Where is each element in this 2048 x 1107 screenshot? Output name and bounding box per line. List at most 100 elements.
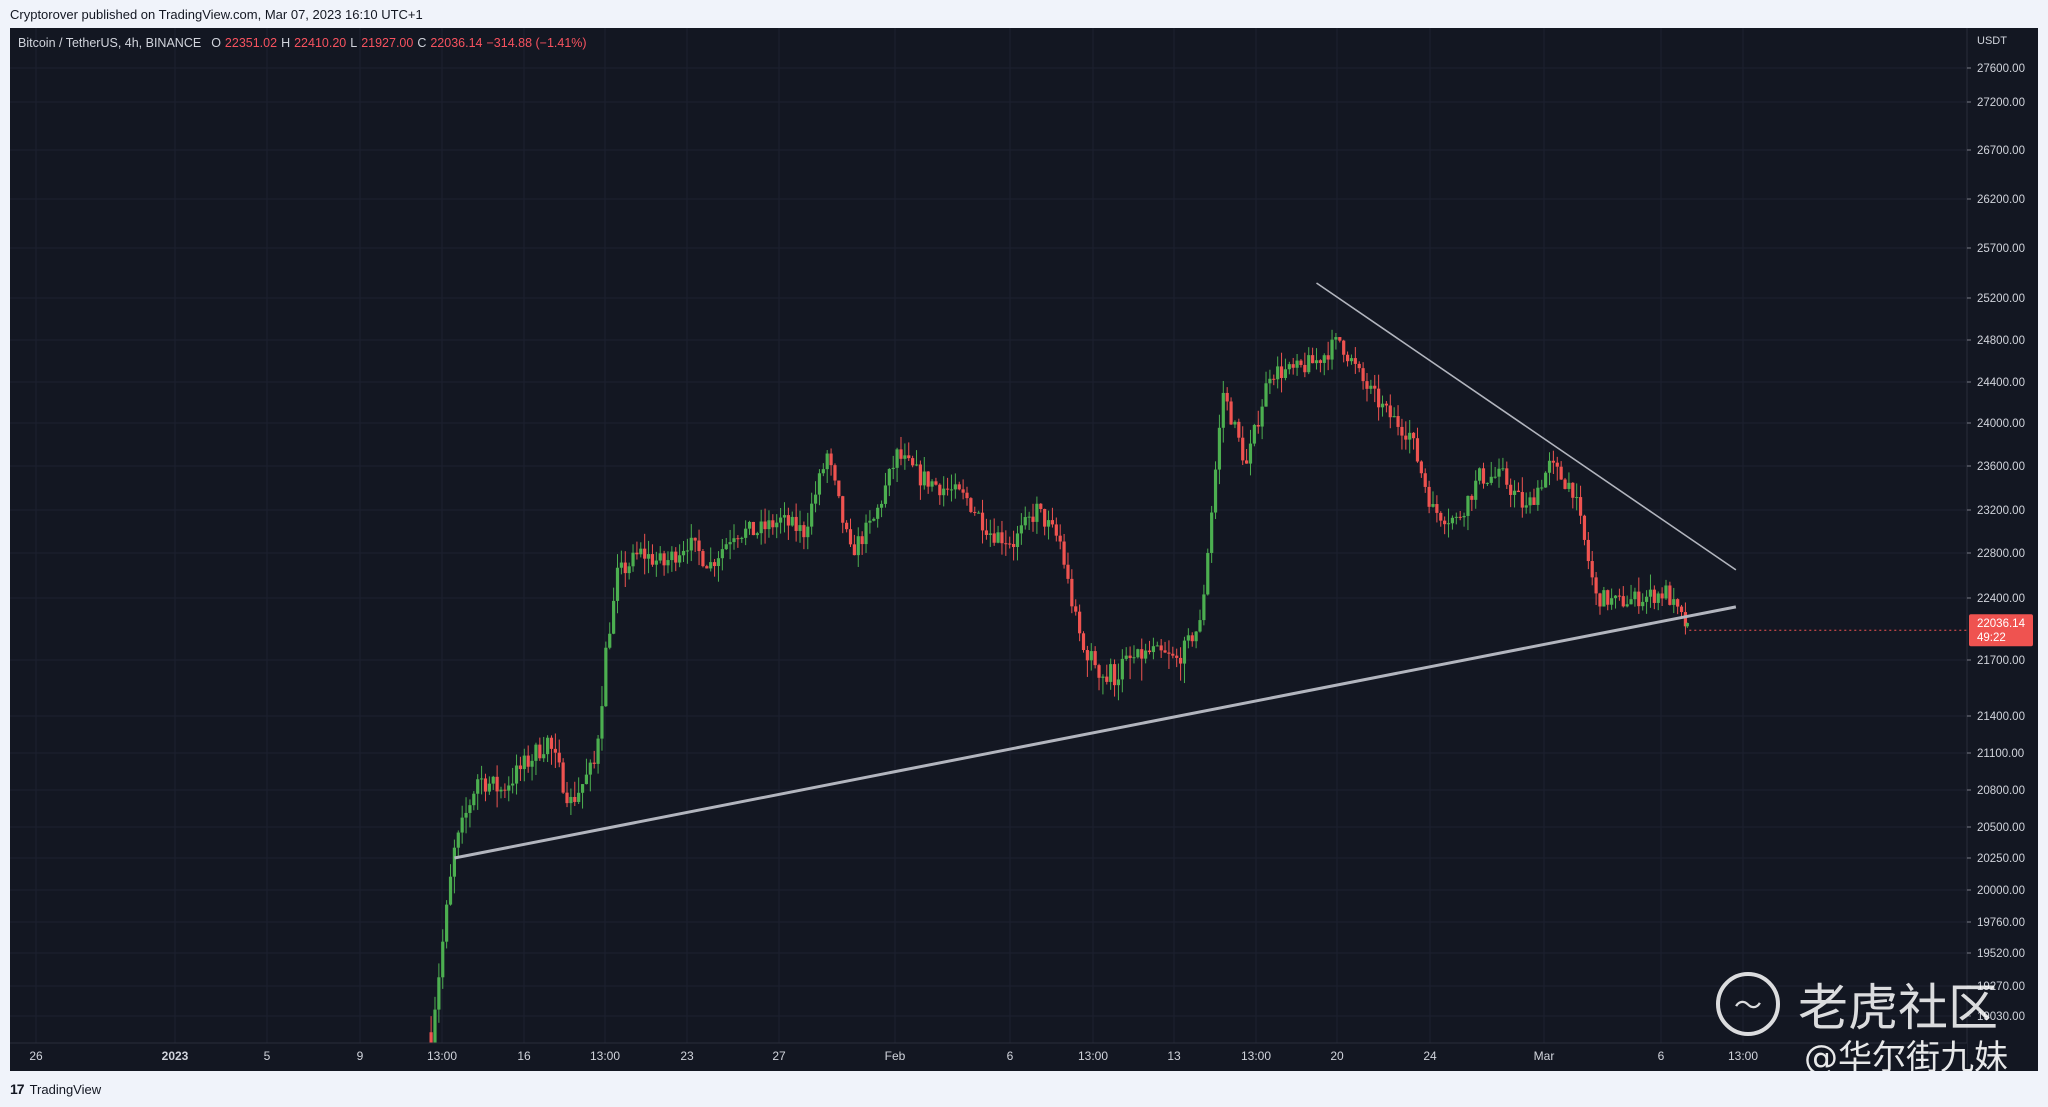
candle-body <box>468 805 472 813</box>
price-chart[interactable]: USDT 27600.00 27200.00 26700.00 26200.00 2570… <box>10 28 2038 1071</box>
price-tag-countdown: 49:22 <box>1977 632 2006 644</box>
candle-body <box>938 484 942 496</box>
candle-body <box>1202 594 1206 621</box>
candle-body <box>1582 515 1587 540</box>
candle-body <box>476 779 480 794</box>
candle-body <box>1610 598 1614 605</box>
candle-body <box>1334 337 1338 340</box>
candle-body <box>980 512 985 531</box>
symbol-title[interactable]: Bitcoin / TetherUS, 4h, BINANCE <box>18 36 202 50</box>
candle-body <box>1186 635 1190 641</box>
candle-body <box>798 525 802 531</box>
candle-body <box>1536 487 1540 505</box>
price-tick-label: 23600.00 <box>1977 461 2025 473</box>
candle-body <box>794 516 798 531</box>
candle-body <box>437 977 441 1010</box>
candle-body <box>1307 355 1311 373</box>
time-tick-label: 6 <box>1007 1049 1014 1063</box>
candle-body <box>1443 520 1447 525</box>
candle-body <box>1031 516 1035 522</box>
candle-body <box>930 481 934 487</box>
candle-body <box>433 1009 437 1044</box>
candle-body <box>693 537 697 541</box>
footer-brand[interactable]: TradingView <box>29 1081 102 1097</box>
price-tick-label: 25700.00 <box>1977 243 2025 255</box>
candle-body <box>736 538 740 540</box>
candle-body <box>1349 358 1354 362</box>
candle-body <box>1330 339 1334 360</box>
candle-body <box>732 538 736 543</box>
candle-body <box>802 525 806 538</box>
candle-body <box>534 744 538 761</box>
price-tick-label: 22400.00 <box>1977 593 2025 605</box>
price-tag-value: 22036.14 <box>1977 618 2026 630</box>
candle-body <box>903 455 907 459</box>
candle-body <box>1287 364 1291 370</box>
time-tick-label: 26 <box>29 1049 43 1063</box>
candle-body <box>1652 589 1656 603</box>
candle-body <box>1509 484 1513 495</box>
candle-body <box>1555 462 1559 467</box>
price-tick-label: 24400.00 <box>1977 377 2025 389</box>
price-tick-label: 19030.00 <box>1977 1011 2025 1023</box>
price-tick-label: 25200.00 <box>1977 293 2025 305</box>
candle-body <box>1404 435 1408 440</box>
candle-body <box>573 796 577 802</box>
candle-body <box>1295 360 1299 368</box>
time-tick-label: 16 <box>517 1049 531 1063</box>
ohlc-legend: Bitcoin / TetherUS, 4h, BINANCE O 22351.0… <box>18 36 587 50</box>
price-tick-label: 26200.00 <box>1977 194 2025 206</box>
candle-body <box>499 789 503 792</box>
candle-body <box>1054 524 1058 536</box>
candle-body <box>1023 517 1027 526</box>
candle-body <box>518 765 523 770</box>
candle-body <box>1116 679 1121 686</box>
candle-body <box>1365 381 1369 389</box>
price-tick-label: 26700.00 <box>1977 145 2025 157</box>
candle-body <box>907 455 911 459</box>
candle-body <box>1512 490 1517 495</box>
candle-body <box>697 540 701 552</box>
candle-body <box>1326 355 1330 360</box>
candle-body <box>1178 657 1183 664</box>
candle-body <box>1567 482 1571 489</box>
candle-body <box>1656 593 1660 603</box>
candle-body <box>969 498 973 512</box>
chart-frame[interactable]: USDT 27600.00 27200.00 26700.00 26200.00 2570… <box>10 28 2038 1071</box>
chart-grid <box>10 28 1967 1043</box>
price-tick-label: 20500.00 <box>1977 822 2025 834</box>
watermark-site: 老虎社区 <box>1798 979 1998 1037</box>
candle-body <box>992 533 996 543</box>
price-tick-label: 19520.00 <box>1977 948 2025 960</box>
candle-body <box>577 792 581 802</box>
candle-body <box>514 765 519 784</box>
candle-body <box>1229 401 1233 425</box>
candle-body <box>1097 665 1101 678</box>
candle-body <box>1369 385 1373 389</box>
candle-body <box>1268 378 1272 384</box>
candle-body <box>1353 358 1357 364</box>
candle-body <box>1101 676 1105 678</box>
candle-body <box>996 532 1000 543</box>
candle-body <box>833 465 837 481</box>
candle-body <box>1676 599 1680 607</box>
candle-body <box>445 904 449 942</box>
candle-body <box>1039 503 1043 509</box>
candle-body <box>592 762 596 764</box>
candle-body <box>744 528 748 538</box>
candle-body <box>879 503 884 508</box>
price-tick-label: 21400.00 <box>1977 711 2025 723</box>
candle-body <box>1089 651 1093 661</box>
open-value: 22351.02 <box>224 36 278 50</box>
candle-body <box>957 484 961 490</box>
tradingview-logo-icon[interactable]: 17 <box>10 1081 25 1097</box>
candle-body <box>876 507 880 519</box>
tiger-logo-icon: 〜 <box>1716 972 1780 1036</box>
candle-body <box>934 481 938 485</box>
candle-body <box>852 544 856 556</box>
candle-body <box>1252 424 1256 444</box>
time-tick-label: 20 <box>1330 1049 1344 1063</box>
candle-body <box>1384 403 1388 406</box>
candle-body <box>856 536 860 556</box>
candle-body <box>639 548 643 555</box>
